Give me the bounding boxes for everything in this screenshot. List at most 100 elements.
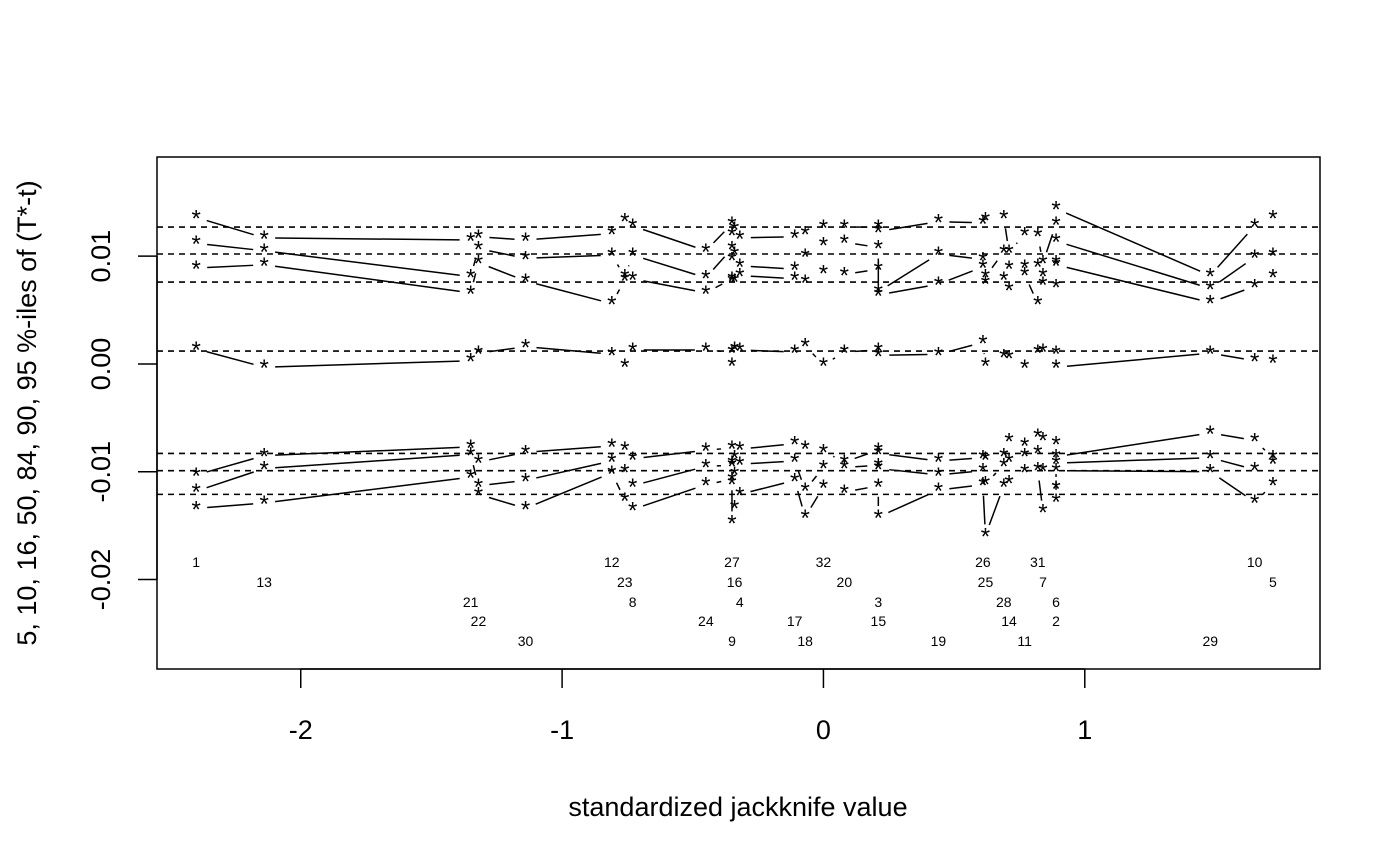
y-axis: -0.02 -0.01 0.00 0.01 [86, 230, 158, 611]
curve-segment-p10 [811, 475, 818, 482]
point-11-p95: * [1020, 223, 1029, 250]
observation-label-8: 8 [629, 594, 637, 610]
point-14-p5: * [1004, 471, 1013, 498]
point-11-p84: * [1020, 262, 1029, 289]
observation-label-6: 6 [1052, 594, 1060, 610]
curve-segment-p5 [535, 476, 602, 505]
point-26-p16: * [978, 446, 987, 473]
point-1-p16: * [192, 463, 201, 490]
data-points: ****************************************… [192, 197, 1278, 551]
point-12-p16: * [607, 434, 616, 461]
point-21-p90: * [466, 265, 475, 292]
point-23-p90: * [620, 265, 629, 292]
point-12-p84: * [607, 292, 616, 319]
point-28-p10: * [999, 453, 1008, 480]
point-8-p84: * [628, 267, 637, 294]
point-11-p5: * [1020, 460, 1029, 487]
point-30-p84: * [521, 269, 530, 296]
curve-segment-p84 [207, 264, 254, 269]
observation-label-24: 24 [698, 613, 714, 629]
point-23-p16: * [620, 437, 629, 464]
point-5-p90: * [1268, 243, 1277, 270]
point-28-p50: * [999, 344, 1008, 371]
point-6-p95: * [1051, 212, 1060, 239]
observation-label-31: 31 [1030, 554, 1046, 570]
point-12-p95: * [607, 222, 616, 249]
curve-segment-p10 [489, 480, 515, 486]
curve-segment-p16 [1220, 434, 1244, 440]
point-32-p50: * [819, 353, 828, 380]
point-30-p50: * [521, 335, 530, 362]
point-25-p5: * [981, 523, 990, 550]
curve-segment-p5 [716, 480, 722, 484]
point-29-p10: * [1206, 446, 1215, 473]
point-5-p16: * [1268, 446, 1277, 473]
observation-label-12: 12 [604, 554, 620, 570]
curve-segment-p84 [616, 289, 621, 295]
point-27-p5: * [727, 467, 736, 494]
curve-segment-p90 [274, 251, 460, 277]
point-12-p10: * [607, 449, 616, 476]
point-10-p10: * [1250, 458, 1259, 485]
observation-label-16: 16 [727, 574, 743, 590]
curve-segment-p16 [275, 446, 460, 456]
curve-segment-p16 [489, 453, 515, 461]
observation-label-21: 21 [463, 594, 479, 610]
curve-segment-p10 [889, 468, 928, 475]
curve-segment-p84 [948, 270, 973, 281]
observation-label-13: 13 [256, 574, 272, 590]
point-20-p84: * [840, 262, 849, 289]
curve-segment-p10 [992, 472, 997, 477]
point-28-p5: * [999, 474, 1008, 501]
curve-segment-p90 [616, 264, 620, 268]
curve-segment-p5 [207, 503, 254, 509]
y-tick-label: -0.02 [86, 549, 116, 611]
point-31-p84: * [1033, 292, 1042, 319]
observation-label-20: 20 [837, 574, 853, 590]
point-18-p5: * [800, 505, 809, 532]
curve-segment-p90 [750, 265, 784, 270]
curve-segment-p50 [489, 347, 515, 353]
point-19-p5: * [934, 478, 943, 505]
point-17-p84: * [790, 267, 799, 294]
observation-label-11: 11 [1017, 633, 1032, 649]
curve-segment-p50 [889, 353, 928, 356]
curve-segment-p50 [948, 344, 973, 353]
curve-segment-p95 [1039, 246, 1042, 252]
curve-segment-p5 [1262, 491, 1266, 495]
y-tick-label: 0.00 [86, 338, 116, 391]
curve-segment-p16 [1066, 433, 1200, 456]
point-17-p90: * [790, 257, 799, 284]
point-25-p10: * [981, 472, 990, 499]
point-22-p5: * [474, 482, 483, 509]
point-10-p50: * [1250, 349, 1259, 376]
point-26-p84: * [978, 255, 987, 282]
curve-segment-p95 [1217, 233, 1248, 268]
point-32-p16: * [819, 439, 828, 466]
point-16-p16: * [730, 446, 739, 473]
point-1-p90: * [192, 231, 201, 258]
curve-segment-p95 [536, 233, 601, 240]
point-10-p90: * [1250, 245, 1259, 272]
point-20-p90: * [840, 230, 849, 257]
point-29-p90: * [1206, 277, 1215, 304]
point-17-p5: * [790, 468, 799, 495]
point-15-p84: * [874, 283, 883, 310]
point-18-p10: * [800, 478, 809, 505]
point-22-p10: * [474, 474, 483, 501]
point-4-p16: * [735, 437, 744, 464]
observation-label-4: 4 [736, 594, 744, 610]
observation-label-27: 27 [724, 554, 740, 570]
x-tick-label: 0 [816, 715, 831, 745]
point-11-p90: * [1020, 255, 1029, 282]
point-7-p5: * [1038, 500, 1047, 527]
point-8-p5: * [628, 497, 637, 524]
point-5-p50: * [1268, 350, 1277, 377]
observation-labels: 1132122301223824279164171832203151926252… [192, 554, 1277, 649]
curve-segment-p84 [1220, 289, 1245, 300]
point-1-p84: * [192, 256, 201, 283]
point-9-p95: * [727, 223, 736, 250]
curve-segment-p10 [750, 460, 784, 465]
curve-segment-p10 [1220, 459, 1245, 468]
curve-segment-p84 [488, 265, 516, 278]
